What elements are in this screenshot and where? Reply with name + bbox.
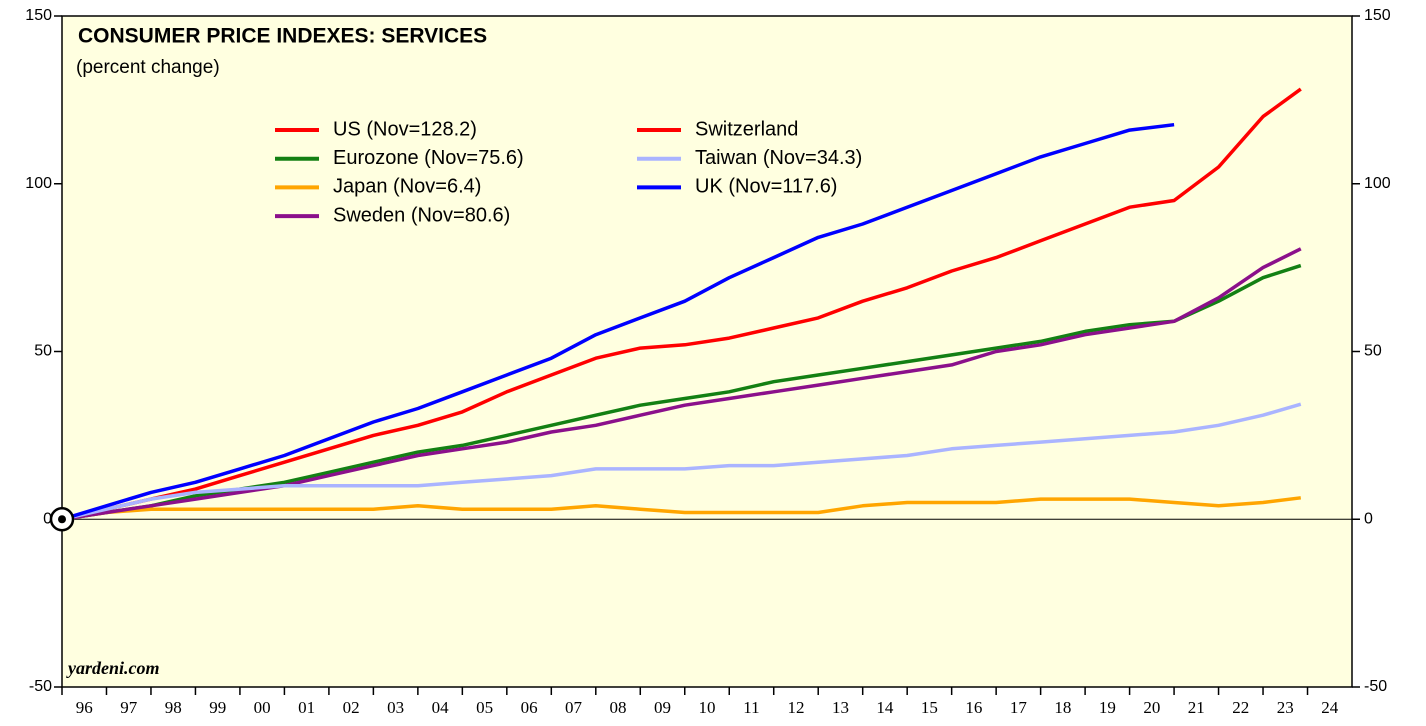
y-tick-label: 50 — [34, 343, 52, 360]
legend-label: Eurozone (Nov=75.6) — [333, 147, 524, 169]
x-tick-label: 10 — [699, 698, 716, 717]
y2-tick-label: -50 — [1364, 678, 1387, 695]
y-tick-label: -50 — [29, 678, 52, 695]
x-tick-label: 00 — [254, 698, 271, 717]
x-tick-label: 19 — [1099, 698, 1116, 717]
x-tick-label: 08 — [610, 698, 627, 717]
x-tick-label: 22 — [1232, 698, 1249, 717]
series-line — [61, 263, 1302, 522]
x-tick-label: 96 — [76, 698, 93, 717]
x-tick-label: 07 — [565, 698, 583, 717]
x-tick-label: 23 — [1277, 698, 1294, 717]
legend-label: Japan (Nov=6.4) — [333, 176, 481, 198]
x-tick-label: 15 — [921, 698, 938, 717]
x-tick-label: 24 — [1321, 698, 1339, 717]
y2-tick-label: 150 — [1364, 7, 1391, 24]
legend-label: UK (Nov=117.6) — [695, 176, 837, 198]
y-tick-label: 150 — [25, 7, 52, 24]
legend-label: Sweden (Nov=80.6) — [333, 204, 510, 226]
legend-label: Taiwan (Nov=34.3) — [695, 147, 862, 169]
y2-tick-label: 0 — [1364, 510, 1373, 527]
x-tick-label: 03 — [387, 698, 404, 717]
plot-area — [61, 15, 1353, 688]
origin-marker-inner — [58, 515, 66, 524]
x-tick-label: 18 — [1054, 698, 1071, 717]
x-tick-label: 98 — [165, 698, 182, 717]
x-tick-label: 16 — [965, 698, 982, 717]
chart-subtitle: (percent change) — [76, 57, 220, 78]
series-line — [61, 87, 1302, 522]
series-line — [61, 402, 1302, 522]
chart-title: CONSUMER PRICE INDEXES: SERVICES — [78, 25, 487, 48]
x-tick-label: 02 — [343, 698, 360, 717]
source-annotation: yardeni.com — [66, 658, 160, 678]
y2-tick-label: 50 — [1364, 343, 1382, 360]
legend-label: Switzerland — [695, 118, 798, 140]
x-tick-label: 06 — [521, 698, 538, 717]
x-tick-label: 12 — [787, 698, 804, 717]
x-tick-label: 01 — [298, 698, 315, 717]
x-tick-label: 17 — [1010, 698, 1028, 717]
series-line — [61, 122, 1175, 521]
x-tick-label: 97 — [120, 698, 138, 717]
x-tick-label: 20 — [1143, 698, 1160, 717]
x-tick-label: 13 — [832, 698, 849, 717]
y-tick-label: 0 — [43, 510, 52, 527]
x-tick-label: 14 — [876, 698, 894, 717]
y2-tick-label: 100 — [1364, 175, 1391, 192]
x-tick-label: 11 — [743, 698, 759, 717]
x-tick-label: 09 — [654, 698, 671, 717]
x-tick-label: 99 — [209, 698, 226, 717]
x-tick-label: 21 — [1188, 698, 1205, 717]
x-tick-label: 05 — [476, 698, 493, 717]
series-line — [61, 496, 1302, 522]
x-tick-label: 04 — [432, 698, 450, 717]
legend-label: US (Nov=128.2) — [333, 118, 477, 140]
y-tick-label: 100 — [25, 175, 52, 192]
